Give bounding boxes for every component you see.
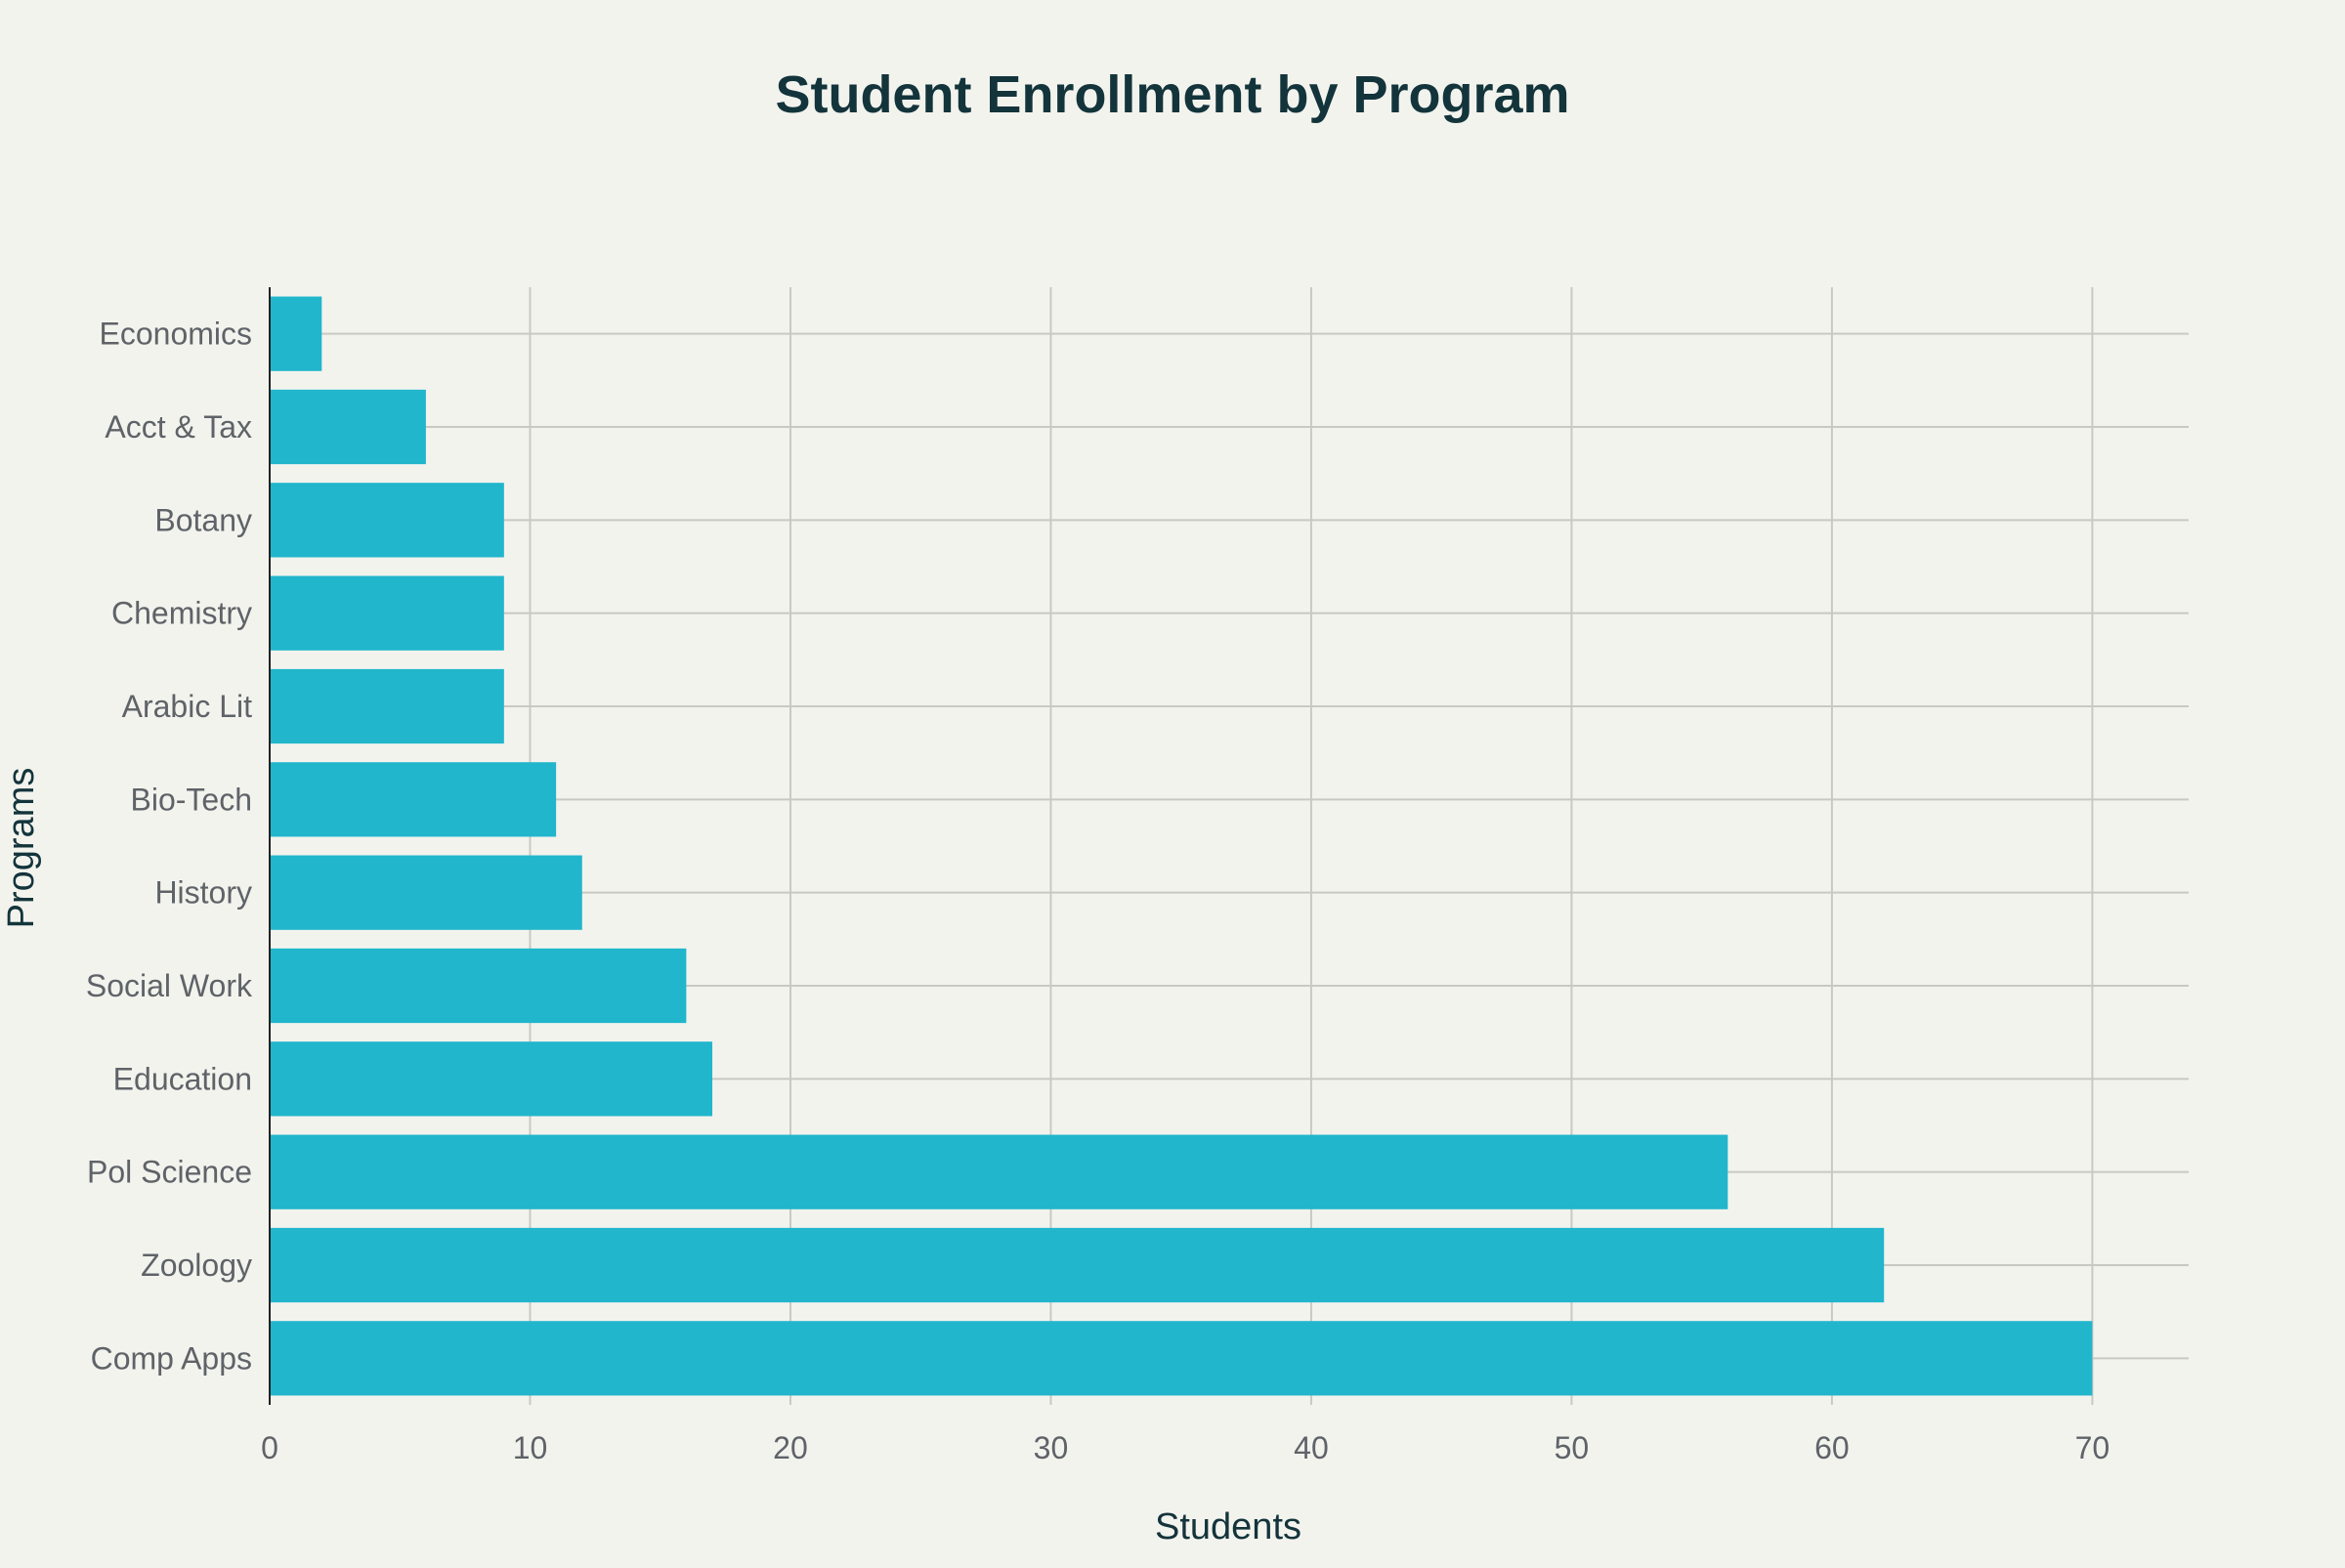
bar — [270, 668, 504, 744]
y-axis-title: Programs — [1, 768, 42, 929]
x-tick-label: 40 — [1294, 1430, 1329, 1465]
bar — [270, 575, 504, 651]
chart-title: Student Enrollment by Program — [775, 65, 1569, 124]
y-tick-label: Pol Science — [87, 1155, 252, 1190]
bar — [270, 389, 426, 465]
x-tick-label: 10 — [513, 1430, 548, 1465]
y-tick-label: Zoology — [141, 1248, 252, 1283]
bars-layer — [270, 296, 2093, 1396]
bar — [270, 762, 557, 837]
y-tick-label: Education — [113, 1061, 252, 1096]
x-tick-label: 70 — [2075, 1430, 2110, 1465]
bar — [270, 483, 504, 558]
bar — [270, 1041, 713, 1117]
bar — [270, 855, 582, 930]
y-tick-label: Botany — [154, 502, 252, 537]
y-tick-label: Arabic Lit — [122, 689, 253, 724]
bar — [270, 948, 687, 1024]
bar — [270, 1134, 1728, 1209]
y-tick-label: Acct & Tax — [105, 409, 252, 445]
y-tick-label: Comp Apps — [91, 1340, 252, 1376]
axis-layer: 0 10 20 30 40 50 60 70 Comp Apps Zoology Pol Scien… — [86, 287, 2110, 1465]
x-tick-label: 30 — [1034, 1430, 1069, 1465]
x-tick-label: 60 — [1814, 1430, 1850, 1465]
y-tick-label: Social Work — [86, 968, 253, 1003]
bar — [270, 1321, 2093, 1396]
x-tick-label: 50 — [1555, 1430, 1590, 1465]
bar — [270, 296, 322, 371]
y-tick-label: History — [154, 875, 252, 911]
y-tick-label: Bio-Tech — [131, 782, 253, 817]
y-tick-label: Economics — [100, 317, 253, 352]
x-tick-label: 20 — [773, 1430, 808, 1465]
y-tick-label: Chemistry — [111, 596, 252, 631]
x-axis-title: Students — [1155, 1506, 1301, 1547]
x-tick-label: 0 — [261, 1430, 278, 1465]
bar — [270, 1227, 1885, 1303]
